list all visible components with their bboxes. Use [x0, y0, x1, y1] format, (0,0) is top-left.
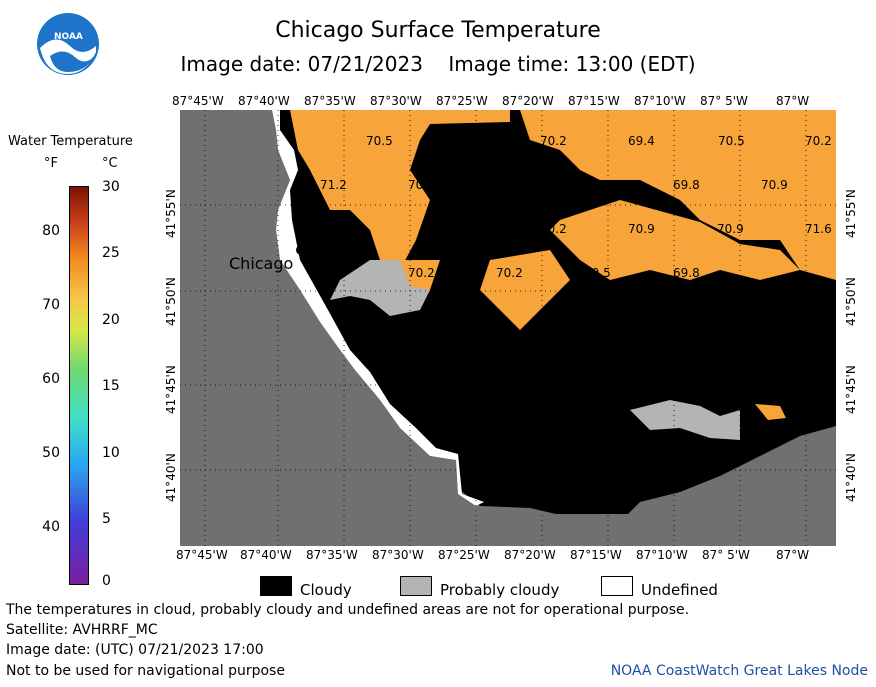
probably-cloudy-area: [630, 400, 740, 440]
water-area: [550, 200, 800, 280]
lon-label-top: 87°15'W: [568, 94, 620, 108]
lat-label-right: 41°50'N: [844, 277, 858, 326]
legend-c-tick: 10: [102, 445, 120, 461]
legend-f-tick: 50: [42, 445, 60, 461]
cloudy-label: Cloudy: [300, 581, 352, 599]
lat-label-right: 41°55'N: [844, 189, 858, 238]
lon-label-bottom: 87°20'W: [504, 548, 556, 562]
temp-label: 70.2: [584, 178, 611, 192]
temp-label: 70.2: [408, 266, 435, 280]
lon-label-bottom: 87°30'W: [372, 548, 424, 562]
legend-f-tick: 80: [42, 223, 60, 239]
cloudy-swatch: [260, 576, 292, 596]
lon-label-bottom: 87°W: [776, 548, 810, 562]
temp-label: 70.9: [761, 178, 788, 192]
noaa-logo-icon: [37, 13, 99, 75]
temp-label: 70.9: [628, 222, 655, 236]
temp-label: 70.5: [718, 134, 745, 148]
temp-label: 70.9: [717, 222, 744, 236]
temp-label: 70.2: [540, 134, 567, 148]
temp-label: 70.2: [540, 222, 567, 236]
lat-label-left: 41°55'N: [164, 189, 178, 238]
temp-label: 71.2: [320, 178, 347, 192]
lon-label-bottom: 87°40'W: [240, 548, 292, 562]
city-label: Chicago: [229, 254, 294, 273]
lat-label-left: 41°45'N: [164, 365, 178, 414]
legend-c-tick: 25: [102, 245, 120, 261]
temp-label: 69.8: [673, 266, 700, 280]
undefined-area: [272, 110, 484, 506]
legend-c-tick: 30: [102, 179, 120, 195]
legend-f-tick: 40: [42, 519, 60, 535]
lon-label-bottom: 87°45'W: [176, 548, 228, 562]
legend-f-tick: 70: [42, 297, 60, 313]
water-area: [480, 250, 570, 330]
utc-date-text: Image date: (UTC) 07/21/2023 17:00: [6, 642, 264, 658]
probably-cloudy-area: [330, 260, 430, 316]
water-area: [755, 404, 786, 420]
temp-label: 70.2: [496, 266, 523, 280]
lon-label-top: 87°20'W: [502, 94, 554, 108]
legend-c-tick: 15: [102, 378, 120, 394]
satellite-text: Satellite: AVHRRF_MC: [6, 622, 158, 638]
legend-unit-f: °F: [44, 156, 58, 171]
lon-label-top: 87°30'W: [370, 94, 422, 108]
lon-label-top: 87°10'W: [634, 94, 686, 108]
temp-label: 70.5: [366, 134, 393, 148]
lon-label-top: 87°45'W: [172, 94, 224, 108]
probably-cloudy-label: Probably cloudy: [440, 581, 560, 599]
probably-cloudy-swatch: [400, 576, 432, 596]
water-area: [290, 110, 510, 270]
lon-label-bottom: 87° 5'W: [702, 548, 750, 562]
lon-label-top: 87°35'W: [304, 94, 356, 108]
temp-label: 71.6: [805, 222, 832, 236]
legend-title: Water Temperature: [8, 134, 133, 149]
temp-label: 70.2: [805, 134, 832, 148]
legend-f-tick: 60: [42, 371, 60, 387]
temperature-map: [180, 110, 836, 546]
temp-label: 69.8: [673, 178, 700, 192]
water-area: [520, 110, 836, 280]
lon-label-top: 87°40'W: [238, 94, 290, 108]
image-datetime: Image date: 07/21/2023 Image time: 13:00…: [180, 52, 696, 76]
lon-label-bottom: 87°15'W: [570, 548, 622, 562]
legend-unit-c: °C: [102, 156, 118, 171]
navigation-warning: Not to be used for navigational purpose: [6, 663, 285, 679]
legend-c-tick: 20: [102, 312, 120, 328]
lat-label-left: 41°50'N: [164, 277, 178, 326]
legend-c-tick: 5: [102, 511, 111, 527]
undefined-label: Undefined: [641, 581, 718, 599]
water-area: [400, 260, 440, 290]
lon-label-top: 87°25'W: [436, 94, 488, 108]
temp-label: 70.2: [408, 178, 435, 192]
lon-label-top: 87°W: [776, 94, 810, 108]
temp-label: 69.4: [628, 134, 655, 148]
temp-label: 70.5: [584, 266, 611, 280]
noaa-logo-text: NOAA: [54, 32, 83, 42]
undefined-swatch: [601, 576, 633, 596]
lon-label-top: 87° 5'W: [700, 94, 748, 108]
map-title: Chicago Surface Temperature: [275, 18, 601, 43]
lon-label-bottom: 87°10'W: [636, 548, 688, 562]
lon-label-bottom: 87°25'W: [438, 548, 490, 562]
credit-link[interactable]: NOAA CoastWatch Great Lakes Node: [610, 663, 868, 679]
color-bar: [69, 186, 89, 585]
lat-label-right: 41°40'N: [844, 453, 858, 502]
legend-c-tick: 0: [102, 573, 111, 589]
lat-label-left: 41°40'N: [164, 453, 178, 502]
noaa-logo: NOAA: [36, 12, 100, 76]
lat-label-right: 41°45'N: [844, 365, 858, 414]
lon-label-bottom: 87°35'W: [306, 548, 358, 562]
disclaimer-text: The temperatures in cloud, probably clou…: [6, 602, 690, 618]
chicago-marker: [296, 245, 306, 255]
